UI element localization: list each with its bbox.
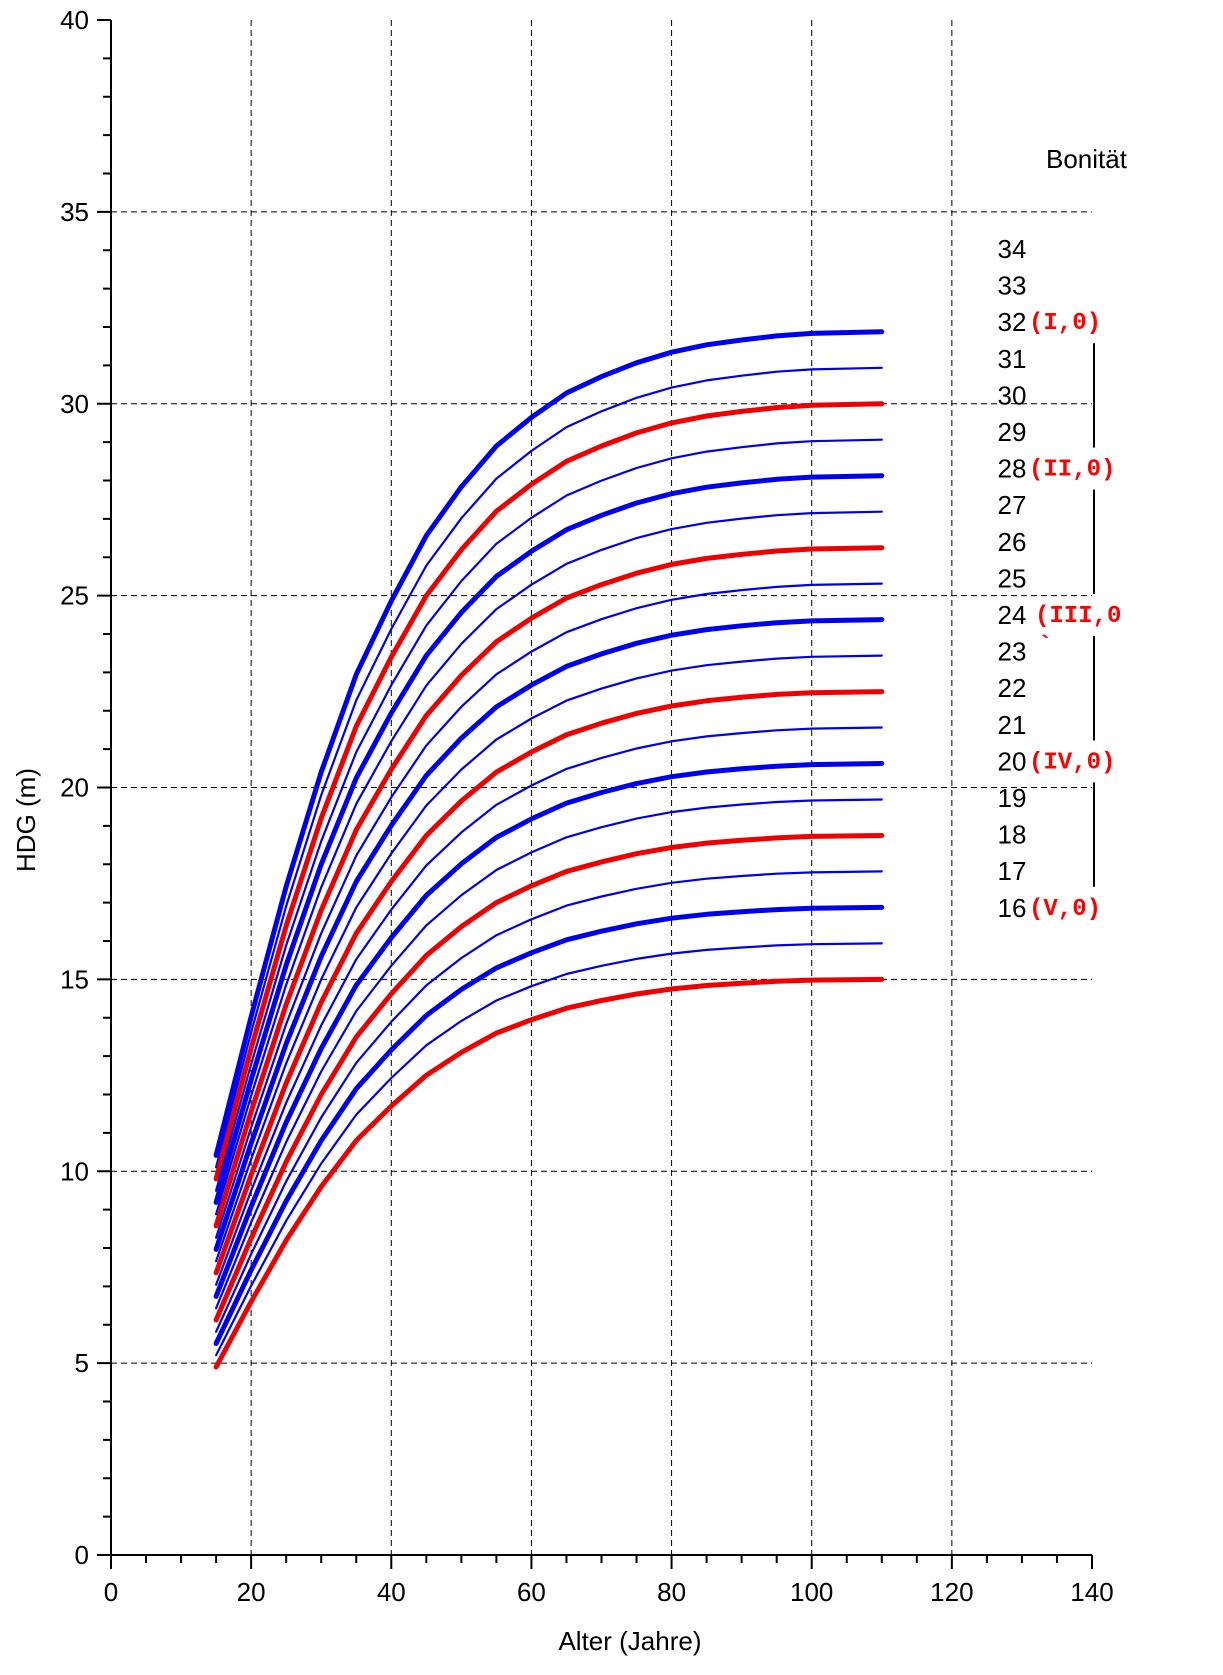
site-curve-25 bbox=[215, 654, 883, 1263]
y-tick-label: 15 bbox=[60, 964, 89, 994]
site-curve-34 bbox=[213, 329, 885, 1158]
axes: 0 20 40 60 80 100 120 140 0 5 10 15 20 25 30 35 40 bbox=[60, 5, 1114, 1607]
site-curve-31 bbox=[215, 438, 883, 1192]
x-axis-title: Alter (Jahre) bbox=[558, 1626, 701, 1656]
site-curve-30 bbox=[213, 473, 885, 1205]
class-label-2: (II,0) bbox=[1029, 457, 1115, 484]
site-curve-28 bbox=[213, 545, 885, 1229]
site-label-22: 22 bbox=[998, 673, 1027, 703]
site-label-18: 18 bbox=[998, 820, 1027, 850]
site-curve-20 bbox=[213, 833, 885, 1323]
site-curve-32 bbox=[213, 401, 885, 1182]
site-label-34: 34 bbox=[998, 234, 1027, 264]
x-tick-label: 80 bbox=[657, 1577, 686, 1607]
x-tick-label: 60 bbox=[517, 1577, 546, 1607]
site-label-31: 31 bbox=[998, 344, 1027, 374]
x-tick-label: 120 bbox=[930, 1577, 973, 1607]
x-tick-label: 0 bbox=[104, 1577, 118, 1607]
site-curve-19 bbox=[215, 870, 883, 1333]
site-label-17: 17 bbox=[998, 856, 1027, 886]
x-tick-label: 40 bbox=[377, 1577, 406, 1607]
grid-lines bbox=[111, 20, 1092, 1555]
site-curve-16 bbox=[213, 976, 885, 1370]
site-curve-17 bbox=[215, 942, 883, 1357]
y-tick-label: 30 bbox=[60, 389, 89, 419]
site-curve-22 bbox=[213, 761, 885, 1299]
site-label-30: 30 bbox=[998, 380, 1027, 410]
x-tick-label: 20 bbox=[237, 1577, 266, 1607]
site-label-24: 24 bbox=[998, 600, 1027, 630]
y-tick-label: 40 bbox=[60, 5, 89, 35]
site-label-25: 25 bbox=[998, 563, 1027, 593]
class-label-4: (IV,0) bbox=[1029, 749, 1115, 776]
y-tick-label: 10 bbox=[60, 1156, 89, 1186]
stray-mark: ` bbox=[1038, 633, 1052, 660]
curves bbox=[213, 329, 885, 1370]
labels: 34 33 32 31 30 29 28 27 26 25 24 23 22 21 20 19 18 17 16 (I… bbox=[998, 234, 1122, 923]
site-label-29: 29 bbox=[998, 417, 1027, 447]
x-tick-label: 100 bbox=[790, 1577, 833, 1607]
site-curve-18 bbox=[213, 904, 885, 1346]
site-label-27: 27 bbox=[998, 490, 1027, 520]
class-label-1: (I,0) bbox=[1029, 310, 1101, 337]
class-label-5: (V,0) bbox=[1029, 896, 1101, 923]
site-label-28: 28 bbox=[998, 454, 1027, 484]
y-axis-title: HDG (m) bbox=[11, 768, 41, 872]
site-label-20: 20 bbox=[998, 746, 1027, 776]
x-tick-label: 140 bbox=[1070, 1577, 1113, 1607]
y-tick-label: 0 bbox=[75, 1540, 89, 1570]
site-label-16: 16 bbox=[998, 893, 1027, 923]
site-curve-27 bbox=[215, 582, 883, 1239]
y-tick-label: 20 bbox=[60, 773, 89, 803]
site-curve-29 bbox=[215, 510, 883, 1216]
site-label-32: 32 bbox=[998, 307, 1027, 337]
y-tick-label: 25 bbox=[60, 581, 89, 611]
site-label-19: 19 bbox=[998, 783, 1027, 813]
legend-title: Bonität bbox=[1046, 144, 1128, 174]
y-tick-label: 35 bbox=[60, 197, 89, 227]
site-label-26: 26 bbox=[998, 527, 1027, 557]
site-label-33: 33 bbox=[998, 271, 1027, 301]
site-label-23: 23 bbox=[998, 637, 1027, 667]
site-curve-21 bbox=[215, 798, 883, 1310]
site-curve-33 bbox=[215, 366, 883, 1169]
site-curve-26 bbox=[213, 617, 885, 1252]
y-tick-label: 5 bbox=[75, 1348, 89, 1378]
site-curve-24 bbox=[213, 689, 885, 1276]
site-curve-23 bbox=[215, 726, 883, 1286]
class-label-3: (III,0 bbox=[1035, 603, 1121, 630]
site-label-21: 21 bbox=[998, 710, 1027, 740]
